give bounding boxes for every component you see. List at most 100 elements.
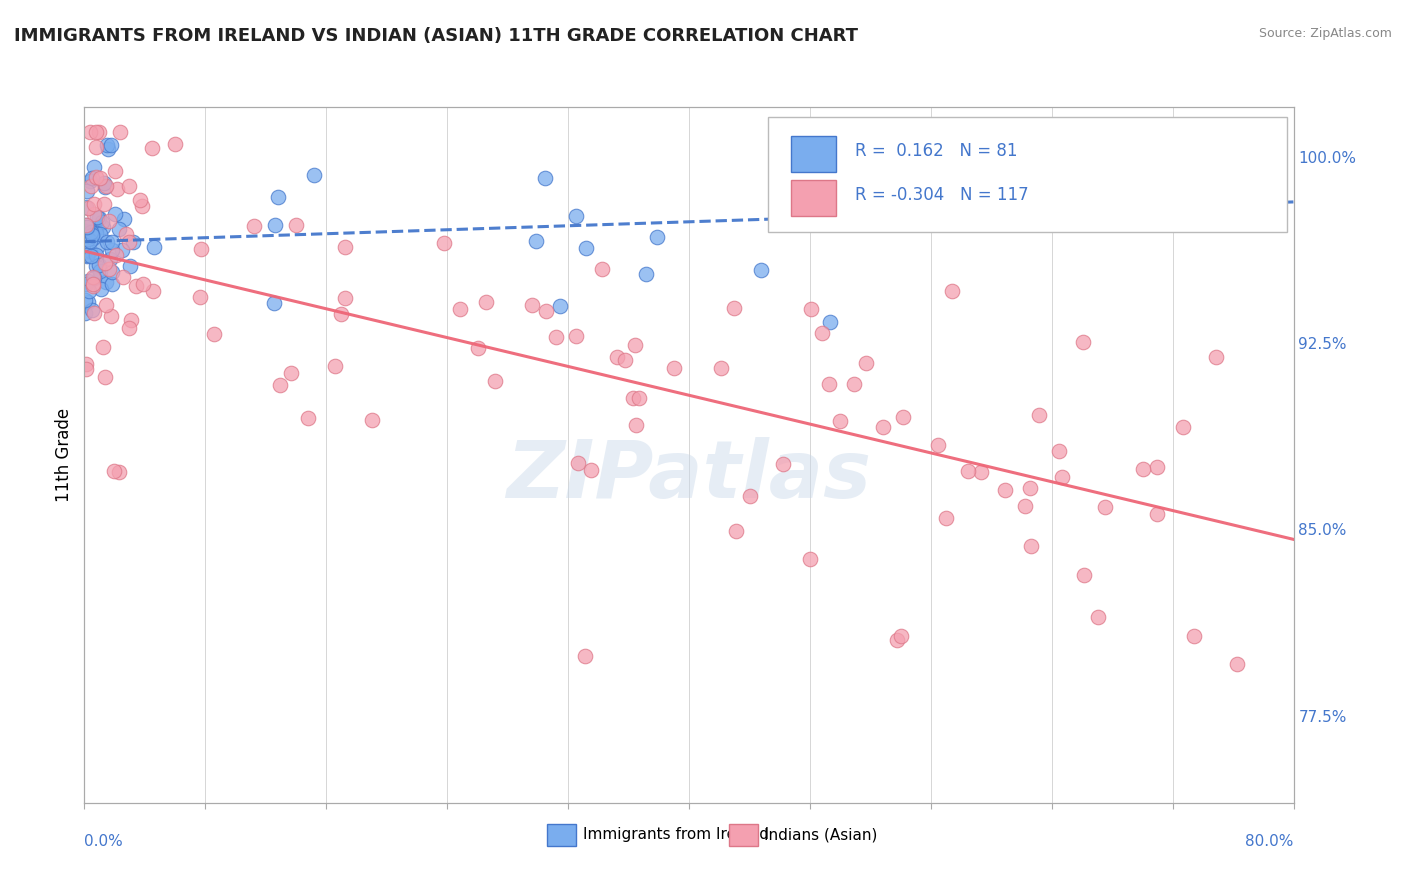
- Point: [280, 366, 302, 380]
- Point: [79, 226, 101, 240]
- Point: [93, 176, 115, 190]
- Text: Indians (Asian): Indians (Asian): [763, 827, 877, 842]
- Point: [75, 200, 97, 214]
- Point: [811, 202, 834, 216]
- Point: [1019, 539, 1042, 553]
- Point: [190, 243, 212, 257]
- Point: [799, 551, 821, 566]
- Point: [98, 252, 121, 267]
- Point: [970, 465, 993, 479]
- Point: [83, 197, 105, 211]
- Point: [79, 244, 101, 258]
- Point: [623, 337, 645, 351]
- Point: [96, 138, 118, 153]
- Point: [886, 632, 908, 647]
- Point: [772, 457, 794, 471]
- Point: [93, 196, 115, 211]
- Point: [80, 249, 103, 263]
- Point: [111, 243, 134, 257]
- Point: [77, 201, 100, 215]
- Point: [82, 231, 104, 245]
- Point: [606, 350, 628, 364]
- Point: [974, 158, 997, 172]
- Point: [361, 413, 384, 427]
- Point: [79, 174, 101, 188]
- Point: [935, 510, 957, 524]
- Point: [1047, 443, 1070, 458]
- Point: [820, 315, 842, 329]
- Point: [534, 304, 557, 318]
- Point: [188, 290, 211, 304]
- Point: [75, 243, 97, 257]
- Point: [86, 240, 108, 254]
- Point: [662, 361, 685, 376]
- Point: [83, 306, 105, 320]
- Point: [1094, 500, 1116, 514]
- Point: [94, 256, 117, 270]
- Point: [89, 264, 111, 278]
- Point: [84, 223, 107, 237]
- Point: [80, 302, 103, 317]
- Point: [84, 140, 107, 154]
- Point: [243, 219, 266, 233]
- Point: [82, 279, 104, 293]
- Text: 80.0%: 80.0%: [1246, 834, 1294, 849]
- Point: [564, 329, 586, 343]
- Point: [591, 262, 613, 277]
- Point: [1171, 419, 1194, 434]
- Point: [83, 160, 105, 174]
- Point: [84, 226, 107, 240]
- Point: [79, 125, 101, 139]
- Point: [77, 232, 100, 246]
- Point: [267, 190, 290, 204]
- Point: [1226, 657, 1249, 672]
- Point: [75, 293, 97, 308]
- Point: [101, 235, 124, 249]
- FancyBboxPatch shape: [728, 823, 758, 846]
- Point: [100, 243, 122, 257]
- Point: [738, 489, 761, 503]
- Text: 0.0%: 0.0%: [84, 834, 124, 849]
- Point: [107, 222, 129, 236]
- Point: [202, 327, 225, 342]
- Point: [647, 230, 669, 244]
- Point: [855, 355, 877, 369]
- Point: [82, 277, 104, 291]
- Point: [86, 211, 108, 225]
- Point: [842, 377, 865, 392]
- Point: [142, 285, 165, 299]
- Point: [484, 374, 506, 388]
- Point: [105, 248, 128, 262]
- Point: [76, 249, 98, 263]
- Point: [872, 419, 894, 434]
- Text: R =  0.162   N = 81: R = 0.162 N = 81: [855, 142, 1017, 160]
- Point: [749, 263, 772, 277]
- Point: [131, 199, 153, 213]
- Point: [269, 377, 291, 392]
- Point: [1073, 567, 1095, 582]
- Point: [1132, 461, 1154, 475]
- Point: [120, 313, 142, 327]
- Point: [614, 352, 637, 367]
- Point: [103, 163, 125, 178]
- Point: [329, 307, 352, 321]
- Point: [87, 125, 110, 139]
- Point: [84, 169, 107, 184]
- Point: [91, 340, 114, 354]
- Point: [90, 282, 112, 296]
- Point: [163, 136, 186, 151]
- Point: [565, 209, 588, 223]
- Point: [624, 417, 647, 432]
- Point: [118, 179, 141, 194]
- Point: [80, 178, 103, 193]
- Point: [550, 299, 572, 313]
- Point: [100, 264, 122, 278]
- Point: [94, 178, 117, 193]
- Point: [710, 361, 733, 376]
- Point: [103, 464, 125, 478]
- Point: [118, 321, 141, 335]
- Point: [82, 228, 104, 243]
- Point: [75, 357, 97, 371]
- Point: [100, 138, 122, 153]
- Point: [433, 235, 456, 250]
